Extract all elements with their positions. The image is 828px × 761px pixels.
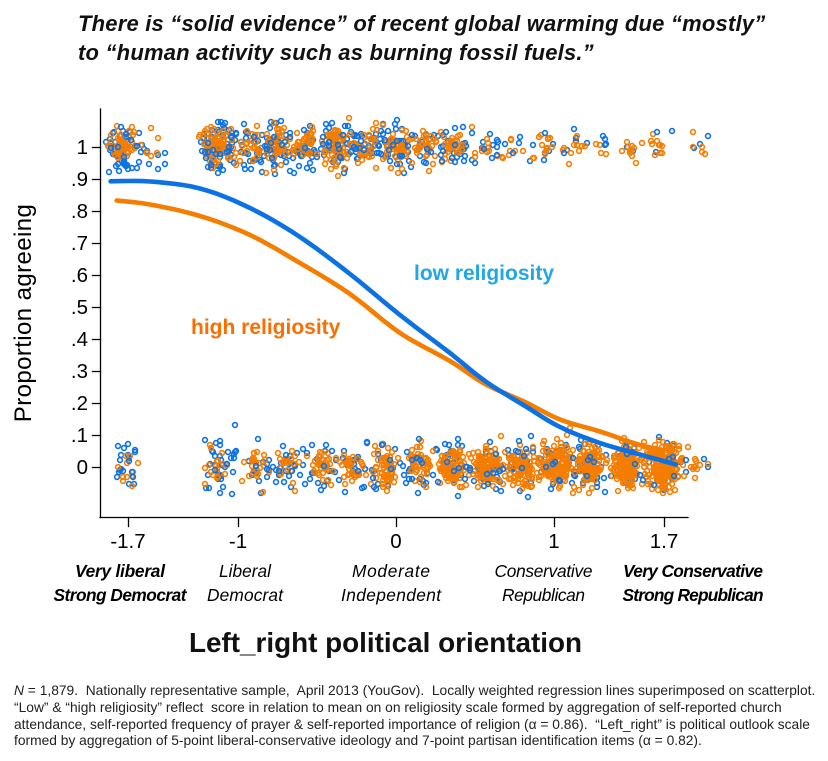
svg-text:.5: .5 [71,296,88,319]
svg-text:1: 1 [548,530,559,553]
svg-text:Strong Republican: Strong Republican [623,585,764,605]
svg-text:Very liberal: Very liberal [75,561,166,581]
svg-text:Republican: Republican [502,585,585,605]
svg-text:.7: .7 [71,232,88,255]
svg-text:Democrat: Democrat [207,585,284,605]
svg-text:.3: .3 [71,360,88,383]
svg-text:Conservative: Conservative [495,561,593,581]
svg-text:1.7: 1.7 [650,530,679,553]
svg-text:0: 0 [77,456,88,479]
svg-text:.9: .9 [71,168,88,191]
svg-text:0: 0 [390,530,401,553]
svg-text:-1: -1 [229,530,247,553]
svg-text:high religiosity: high religiosity [191,316,341,339]
svg-text:Proportion agreeing: Proportion agreeing [10,204,37,422]
svg-text:Left_right political orientati: Left_right political orientation [189,627,582,658]
svg-text:Liberal: Liberal [219,561,272,581]
svg-text:.1: .1 [71,424,88,447]
svg-text:Moderate: Moderate [352,561,430,581]
svg-text:.6: .6 [71,264,88,287]
svg-text:Independent: Independent [341,585,442,605]
svg-text:.8: .8 [71,200,88,223]
svg-text:Strong Democrat: Strong Democrat [54,585,188,605]
svg-text:1: 1 [77,136,88,159]
svg-text:low religiosity: low religiosity [414,262,554,285]
svg-text:.4: .4 [71,328,88,351]
svg-text:.2: .2 [71,392,88,415]
svg-text:Very Conservative: Very Conservative [623,561,763,581]
svg-text:-1.7: -1.7 [110,530,145,553]
